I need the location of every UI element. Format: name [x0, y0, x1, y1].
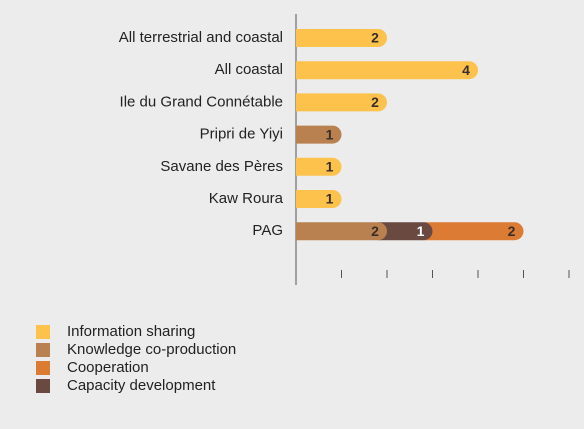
- legend-label: Information sharing: [67, 323, 195, 340]
- bar-segment: [423, 222, 524, 241]
- legend-label: Knowledge co-production: [67, 341, 236, 358]
- legend-swatch: [36, 379, 50, 393]
- value-label: 1: [417, 223, 425, 239]
- legend-label: Cooperation: [67, 359, 149, 376]
- category-label: Kaw Roura: [209, 190, 284, 207]
- value-label: 2: [371, 223, 379, 239]
- value-label: 1: [326, 126, 334, 142]
- legend-swatch: [36, 325, 50, 339]
- bar-segment: [296, 157, 342, 176]
- bar-segment: [296, 61, 478, 80]
- bar-segment: [378, 222, 433, 241]
- bar-segment: [296, 222, 387, 241]
- category-label: Savane des Pères: [160, 158, 283, 175]
- value-label: 2: [371, 94, 379, 110]
- category-label: All coastal: [215, 61, 283, 78]
- value-label: 1: [326, 191, 334, 207]
- legend-label: Capacity development: [67, 377, 216, 394]
- value-label: 4: [462, 62, 470, 78]
- bar-segment: [296, 29, 387, 47]
- category-label: All terrestrial and coastal: [119, 29, 283, 46]
- value-label: 2: [508, 223, 516, 239]
- category-label: Pripri de Yiyi: [200, 126, 283, 143]
- bar-segment: [296, 190, 342, 208]
- value-label: 1: [326, 159, 334, 175]
- category-label: Ile du Grand Connétable: [120, 93, 283, 110]
- legend-swatch: [36, 343, 50, 357]
- value-label: 2: [371, 30, 379, 46]
- bar-segment: [296, 93, 387, 112]
- legend-swatch: [36, 361, 50, 375]
- bar-segment: [296, 125, 342, 144]
- category-label: PAG: [252, 222, 283, 239]
